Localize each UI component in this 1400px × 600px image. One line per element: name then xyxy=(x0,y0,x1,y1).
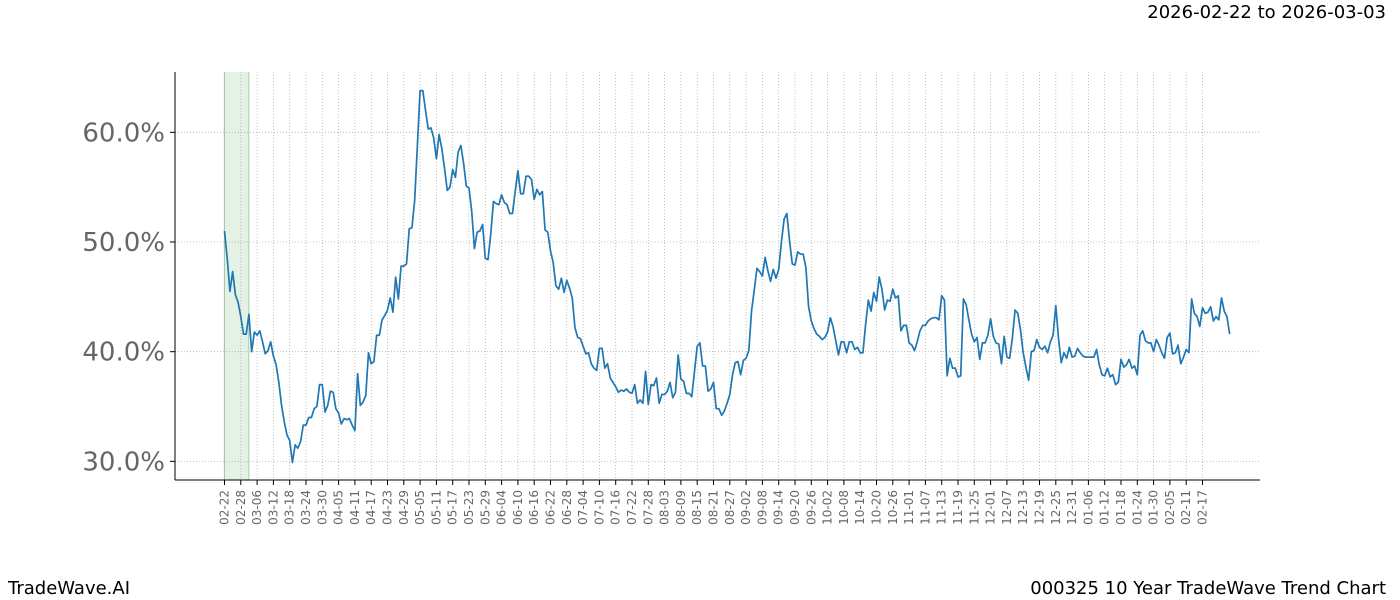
trend-line xyxy=(223,89,1231,464)
x-tick-label: 06-16 xyxy=(527,490,541,525)
x-tick-label: 11-25 xyxy=(967,490,981,525)
x-tick-label: 12-01 xyxy=(984,490,998,525)
x-tick-label: 05-29 xyxy=(478,490,492,525)
y-tick-label: 50.0% xyxy=(82,228,165,258)
x-tick-label: 04-11 xyxy=(348,490,362,525)
x-tick-label: 01-18 xyxy=(1114,490,1128,525)
x-tick-label: 07-04 xyxy=(576,490,590,525)
highlight-rect xyxy=(223,72,249,480)
x-tick-label: 04-23 xyxy=(381,490,395,525)
x-tick-label: 11-01 xyxy=(902,490,916,525)
x-tick-label: 12-25 xyxy=(1049,490,1063,525)
x-tick-label: 10-02 xyxy=(821,490,835,525)
x-tick-label: 06-04 xyxy=(495,490,509,525)
x-tick-label: 02-05 xyxy=(1163,490,1177,525)
x-tick-label: 11-07 xyxy=(918,490,932,525)
chart-title: 000325 10 Year TradeWave Trend Chart xyxy=(1030,578,1386,599)
grid xyxy=(175,72,1260,480)
x-tick-label: 07-16 xyxy=(609,490,623,525)
x-tick-label: 04-17 xyxy=(364,490,378,525)
x-tick-label: 02-11 xyxy=(1179,490,1193,525)
x-tick-label: 01-06 xyxy=(1081,490,1095,525)
x-tick-label: 09-02 xyxy=(739,490,753,525)
y-axis-ticks: 30.0% 40.0% 50.0% 60.0% xyxy=(82,118,175,477)
x-tick-label: 12-07 xyxy=(1000,490,1014,525)
x-tick-label: 03-24 xyxy=(299,490,313,525)
x-tick-label: 12-19 xyxy=(1033,490,1047,525)
x-tick-label: 08-27 xyxy=(723,490,737,525)
x-tick-label: 05-05 xyxy=(413,490,427,525)
x-tick-label: 08-09 xyxy=(674,490,688,525)
x-tick-label: 08-15 xyxy=(690,490,704,525)
x-tick-label: 07-22 xyxy=(625,490,639,525)
x-tick-label: 06-10 xyxy=(511,490,525,525)
x-tick-label: 02-28 xyxy=(234,490,248,525)
x-tick-label: 03-12 xyxy=(266,490,280,525)
x-tick-label: 11-13 xyxy=(935,490,949,525)
x-tick-label: 02-22 xyxy=(218,490,232,525)
x-tick-label: 07-28 xyxy=(641,490,655,525)
date-range: 2026-02-22 to 2026-03-03 xyxy=(1147,2,1386,23)
x-tick-label: 08-21 xyxy=(707,490,721,525)
x-tick-label: 05-11 xyxy=(429,490,443,525)
x-tick-label: 03-30 xyxy=(315,490,329,525)
x-tick-label: 03-06 xyxy=(250,490,264,525)
x-tick-label: 12-13 xyxy=(1016,490,1030,525)
x-tick-label: 03-18 xyxy=(283,490,297,525)
y-tick-label: 40.0% xyxy=(82,338,165,368)
y-tick-label: 60.0% xyxy=(82,118,165,148)
x-axis-ticks: 02-22 02-28 03-06 03-12 03-18 03-24 03-30 04-05… xyxy=(218,480,1210,525)
x-tick-label: 02-17 xyxy=(1196,490,1210,525)
x-tick-label: 04-29 xyxy=(397,490,411,525)
x-tick-label: 05-17 xyxy=(446,490,460,525)
x-tick-label: 10-26 xyxy=(886,490,900,525)
x-tick-label: 06-28 xyxy=(560,490,574,525)
brand-label: TradeWave.AI xyxy=(8,578,131,599)
highlight-band xyxy=(223,72,250,480)
x-tick-label: 04-05 xyxy=(332,490,346,525)
x-tick-label: 07-10 xyxy=(592,490,606,525)
x-tick-label: 09-08 xyxy=(755,490,769,525)
x-tick-label: 12-31 xyxy=(1065,490,1079,525)
x-tick-label: 05-23 xyxy=(462,490,476,525)
x-tick-label: 09-14 xyxy=(772,490,786,525)
x-tick-label: 01-30 xyxy=(1147,490,1161,525)
x-tick-label: 09-26 xyxy=(804,490,818,525)
series-line xyxy=(223,89,1231,464)
y-tick-label: 30.0% xyxy=(82,447,165,477)
x-tick-label: 11-19 xyxy=(951,490,965,525)
x-tick-label: 10-08 xyxy=(837,490,851,525)
x-tick-label: 10-20 xyxy=(870,490,884,525)
x-tick-label: 08-03 xyxy=(658,490,672,525)
x-tick-label: 01-12 xyxy=(1098,490,1112,525)
axes xyxy=(174,72,1260,481)
x-tick-label: 09-20 xyxy=(788,490,802,525)
x-tick-label: 01-24 xyxy=(1130,490,1144,525)
x-tick-label: 10-14 xyxy=(853,490,867,525)
x-tick-label: 06-22 xyxy=(544,490,558,525)
